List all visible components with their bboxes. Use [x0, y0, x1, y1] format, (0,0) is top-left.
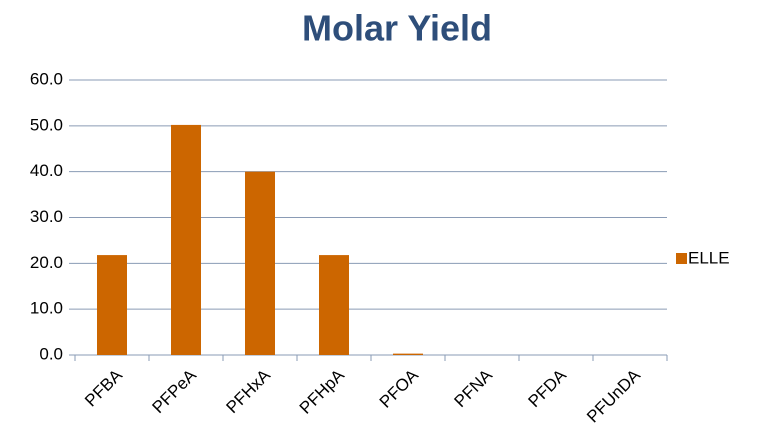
y-tick-label: 50.0: [30, 115, 63, 134]
bar: [171, 124, 201, 356]
bar: [97, 255, 127, 355]
legend-swatch: [676, 253, 687, 264]
y-tick-label: 30.0: [30, 207, 63, 226]
y-tick-label: 10.0: [30, 299, 63, 318]
y-tick-label: 0.0: [39, 344, 63, 363]
y-tick-label: 20.0: [30, 253, 63, 272]
y-tick-label: 40.0: [30, 161, 63, 180]
bar: [245, 171, 275, 355]
bar: [319, 255, 349, 355]
y-tick-label: 60.0: [30, 69, 63, 88]
chart-title: Molar Yield: [302, 8, 492, 49]
bar: [393, 353, 423, 355]
legend-label: ELLE: [688, 248, 730, 267]
